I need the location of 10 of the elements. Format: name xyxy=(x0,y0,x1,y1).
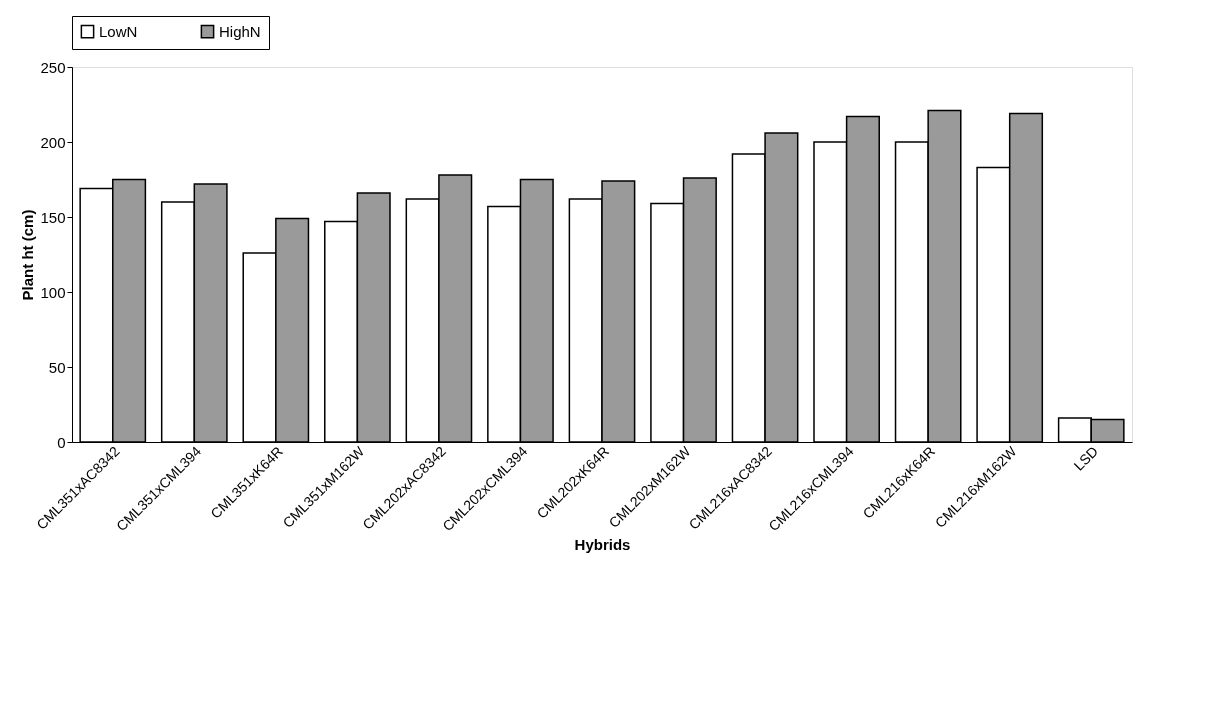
y-tick-label: 150 xyxy=(40,208,66,226)
legend-label: LowN xyxy=(99,22,138,40)
y-axis-title: Plant ht (cm) xyxy=(19,209,37,301)
y-tick-label: 200 xyxy=(40,133,66,151)
y-tick-label: 100 xyxy=(40,283,66,301)
y-tick-label: 0 xyxy=(57,433,66,451)
x-axis-title: Hybrids xyxy=(574,536,631,554)
y-tick-label: 250 xyxy=(40,58,66,76)
legend-label: HighN xyxy=(219,22,261,40)
y-tick-label: 50 xyxy=(48,358,66,376)
